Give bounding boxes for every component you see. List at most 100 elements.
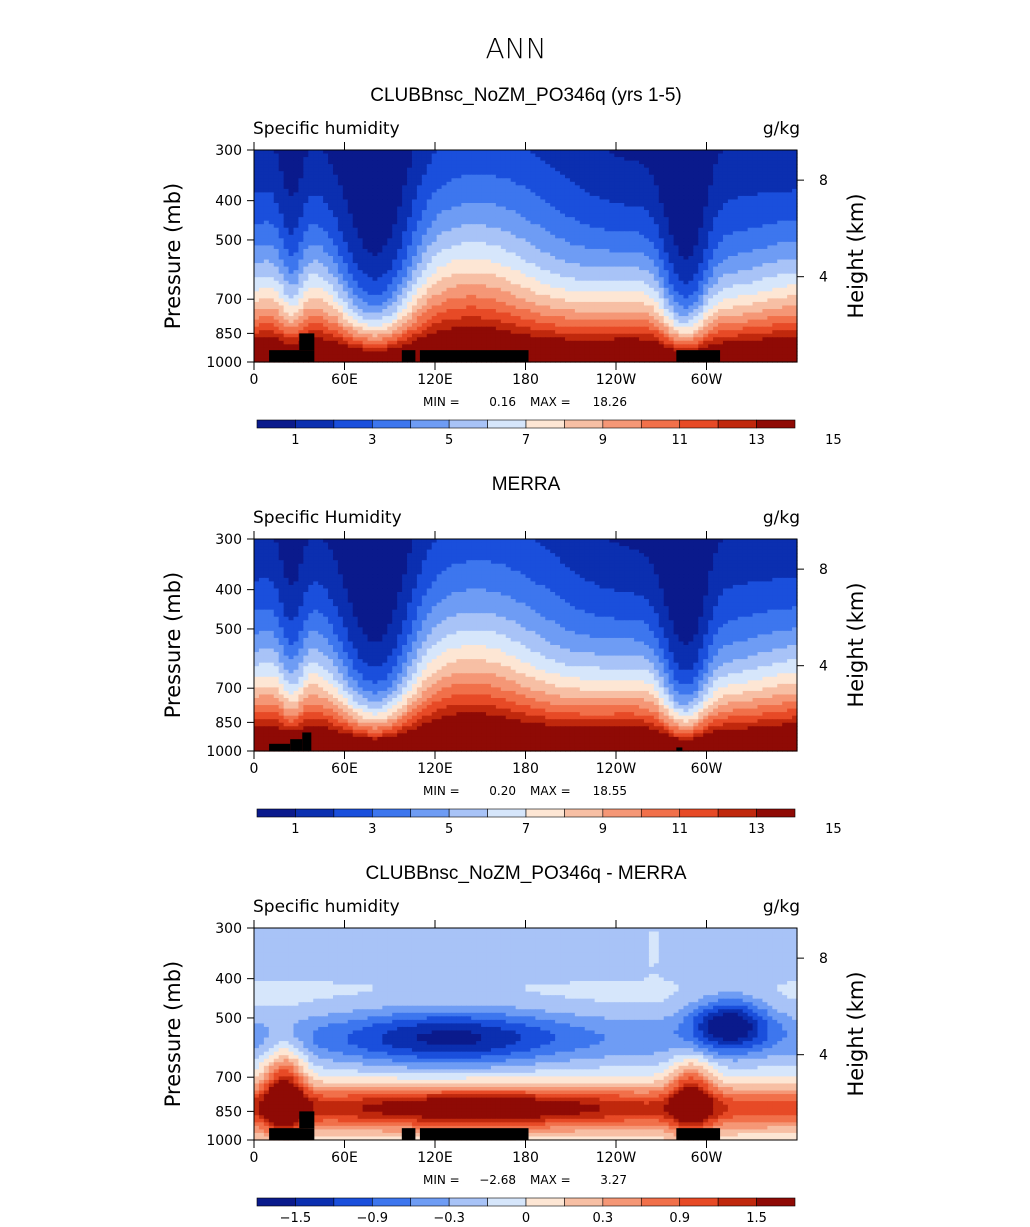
contour-cell [569,206,576,211]
contour-cell [752,217,759,222]
contour-cell [530,280,536,285]
contour-cell [732,259,739,264]
contour-cell [787,259,793,264]
contour-cell [718,167,724,172]
contour-cell [668,252,675,257]
contour-cell [737,153,744,158]
contour-cell [436,238,443,243]
contour-cell [283,238,290,243]
contour-cell [397,273,403,278]
contour-cell [288,164,295,169]
contour-cell [648,227,655,232]
contour-cell [564,164,571,169]
contour-cell [777,178,783,183]
contour-cell [510,305,517,310]
contour-cell [564,298,571,303]
contour-cell [520,280,527,285]
contour-cell [377,210,383,215]
contour-cell [762,245,768,250]
contour-cell [258,291,265,296]
contour-cell [273,259,280,264]
contour-cell [564,294,571,299]
contour-cell [308,270,314,275]
contour-cell [693,206,699,211]
contour-cell [323,309,329,314]
contour-cell [263,157,270,162]
contour-cell [342,206,349,211]
contour-cell [653,213,660,218]
contour-cell [416,160,423,165]
contour-cell [688,213,694,218]
contour-cell [525,245,532,250]
contour-cell [624,153,630,158]
contour-cell [564,238,571,243]
contour-cell [313,259,319,264]
contour-cell [545,234,551,239]
contour-cell [525,199,532,204]
contour-cell [298,234,304,239]
contour-cell [688,231,694,236]
contour-cell [283,309,290,314]
contour-cell [579,174,586,179]
contour-cell [382,210,388,215]
contour-cell [273,301,280,307]
contour-cell [525,181,532,186]
contour-cell [293,153,300,158]
contour-cell [258,234,265,239]
contour-cell [614,160,620,165]
contour-cell [782,238,788,243]
contour-cell [742,263,749,268]
contour-cell [466,217,472,222]
contour-cell [520,224,527,229]
contour-cell [555,287,561,292]
contour-cell [584,238,591,243]
contour-cell [328,291,334,296]
contour-cell [407,185,413,190]
contour-cell [283,188,290,193]
contour-cell [446,185,453,190]
contour-cell [481,287,487,292]
contour-cell [278,252,285,257]
contour-cell [392,263,398,268]
contour-cell [658,153,665,158]
contour-cell [298,266,304,271]
contour-cell [337,298,344,303]
contour-cell [599,150,606,155]
contour-cell [604,224,611,229]
contour-cell [767,210,773,215]
contour-cell [673,153,680,158]
contour-cell [436,206,443,211]
contour-cell [377,280,383,285]
contour-cell [382,224,388,229]
contour-cell [678,174,685,179]
contour-cell [693,224,699,229]
contour-cell [352,241,359,246]
contour-cell [293,210,300,215]
contour-cell [268,309,275,314]
contour-cell [639,220,645,225]
contour-cell [471,263,477,268]
contour-cell [525,263,532,268]
contour-cell [308,238,314,243]
contour-cell [402,153,408,158]
contour-cell [777,150,783,155]
contour-cell [663,266,670,271]
contour-cell [564,217,571,222]
contour-cell [579,220,586,225]
contour-cell [313,273,319,278]
contour-cell [466,248,472,254]
contour-cell [254,248,260,254]
contour-cell [268,199,275,204]
contour-cell [268,294,275,299]
contour-cell [634,167,640,172]
contour-cell [303,167,309,172]
contour-cell [411,167,418,172]
contour-cell [718,227,724,232]
contour-cell [639,160,645,165]
contour-cell [693,171,699,176]
contour-cell [293,273,300,278]
contour-cell [747,195,754,201]
contour-cell [500,238,507,243]
contour-cell [515,277,522,282]
contour-cell [535,270,541,275]
